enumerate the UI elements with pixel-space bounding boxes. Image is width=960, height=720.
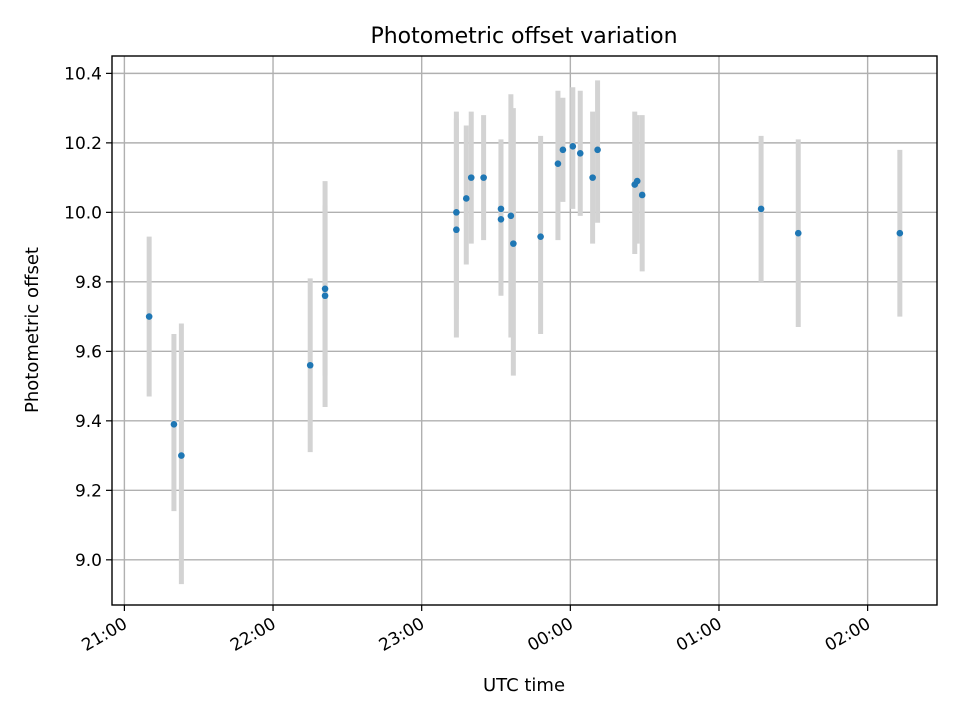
y-tick-label: 9.2 [75, 481, 102, 501]
data-point [589, 174, 596, 181]
data-point [321, 292, 329, 300]
data-point [170, 421, 178, 428]
data-point [145, 313, 153, 320]
data-point [497, 205, 505, 213]
data-point [594, 146, 601, 154]
chart-title: Photometric offset variation [370, 24, 677, 49]
data-point [507, 212, 515, 220]
y-tick-label: 9.8 [75, 273, 102, 293]
x-tick-label: 01:00 [673, 614, 725, 656]
data-point [633, 177, 641, 185]
plot-frame [111, 55, 938, 606]
grid [112, 56, 937, 605]
data-point [757, 205, 765, 213]
data-point [306, 361, 314, 369]
x-axis-label: UTC time [483, 675, 565, 696]
y-tick-label: 10.4 [64, 64, 102, 84]
data-point [480, 174, 487, 181]
x-axis-ticks: 21:00 22:00 23:00 00:00 01:00 02:00 [78, 605, 874, 656]
y-tick-label: 9.0 [75, 551, 102, 571]
data-point [794, 229, 802, 237]
data-point [453, 209, 460, 216]
data-points [145, 143, 904, 459]
data-point [559, 146, 567, 154]
y-axis-ticks: 9.0 9.2 9.4 9.6 9.8 10.0 10.2 10.4 [64, 64, 112, 571]
data-point [896, 229, 904, 237]
x-tick-label: 23:00 [376, 614, 428, 656]
data-point [178, 452, 185, 459]
x-tick-label: 00:00 [524, 614, 576, 656]
x-tick-label: 21:00 [78, 614, 130, 656]
data-point [462, 195, 470, 202]
y-tick-label: 10.0 [64, 203, 102, 223]
y-tick-label: 9.6 [75, 342, 102, 362]
x-tick-label: 22:00 [227, 614, 279, 656]
data-point [638, 191, 646, 199]
error-bars [146, 80, 903, 585]
data-point [554, 160, 562, 168]
data-point [569, 143, 577, 150]
data-point [537, 233, 544, 240]
data-point [321, 285, 329, 293]
data-point [467, 174, 475, 181]
data-point [453, 226, 460, 234]
y-tick-label: 9.4 [75, 412, 102, 432]
x-tick-label: 02:00 [822, 614, 874, 656]
y-axis-label: Photometric offset [22, 247, 43, 413]
y-tick-label: 10.2 [64, 134, 102, 154]
data-point [576, 149, 584, 157]
data-point [510, 240, 517, 247]
data-point [497, 216, 505, 223]
